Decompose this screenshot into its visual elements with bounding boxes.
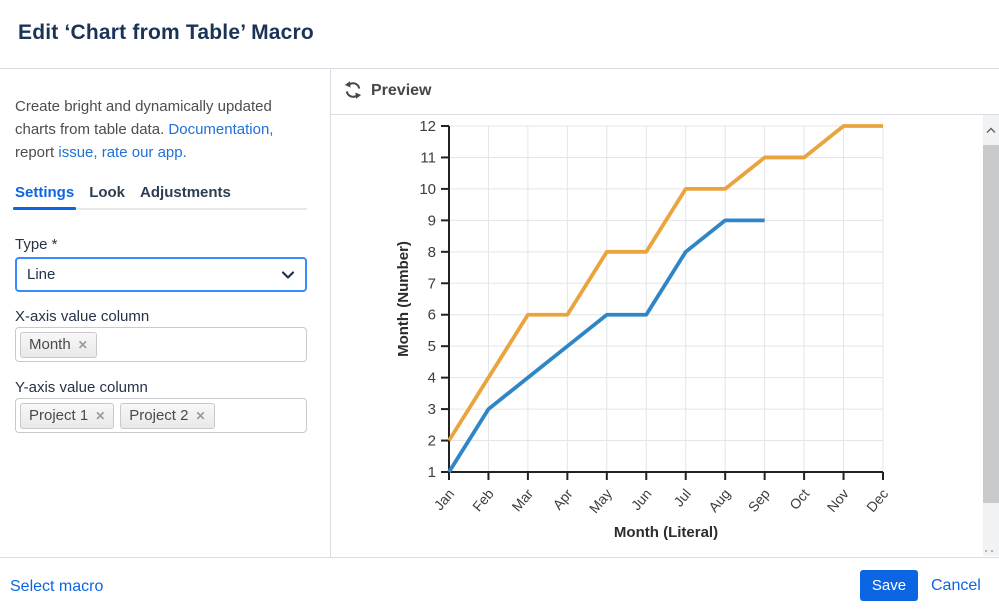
x-axis-input[interactable]: Month ✕ <box>15 327 307 362</box>
panel-divider <box>330 69 331 557</box>
x-tick-label: Aug <box>705 486 733 515</box>
y-tick-label: 12 <box>419 118 436 135</box>
description-text: report <box>15 144 59 161</box>
description-text: Create bright and dynamically updated ch… <box>15 98 272 138</box>
x-tick-label: Oct <box>786 486 812 513</box>
tag-label: Month <box>29 336 71 353</box>
type-select[interactable]: Line <box>15 257 307 292</box>
preview-divider <box>331 114 999 115</box>
tab-adjustments[interactable]: Adjustments <box>140 184 231 201</box>
y-tick-label: 11 <box>420 149 436 166</box>
tab-bar: Settings Look Adjustments <box>12 184 307 210</box>
refresh-icon[interactable] <box>343 80 363 105</box>
tab-settings[interactable]: Settings <box>12 184 77 210</box>
x-tick-label: Sep <box>745 485 773 515</box>
scrollbar-thumb[interactable] <box>983 145 999 503</box>
x-tick-label: Feb <box>469 485 497 514</box>
tag-project-2: Project 2 ✕ <box>120 402 215 429</box>
y-tick-label: 8 <box>428 244 436 261</box>
y-tick-label: 1 <box>428 464 436 481</box>
x-tick-label: Apr <box>549 485 575 512</box>
x-tick-label: Nov <box>824 486 852 515</box>
tag-remove-icon[interactable]: ✕ <box>195 408 206 423</box>
y-tick-label: 4 <box>428 370 436 387</box>
y-tick-label: 7 <box>428 275 436 292</box>
tag-label: Project 1 <box>29 407 89 424</box>
description-link[interactable]: issue, <box>58 144 98 161</box>
tag-label: Project 2 <box>129 407 189 424</box>
type-label: Type * <box>15 236 58 253</box>
y-axis-label: Y-axis value column <box>15 379 148 396</box>
resize-grip[interactable] <box>985 549 995 553</box>
chevron-down-icon <box>280 267 296 283</box>
x-axis-label: X-axis value column <box>15 308 150 325</box>
y-tick-label: 3 <box>428 401 436 418</box>
x-tick-label: Jun <box>628 486 655 514</box>
y-tick-label: 2 <box>428 433 436 450</box>
x-tick-label: Jan <box>431 486 458 514</box>
y-axis-input[interactable]: Project 1 ✕ Project 2 ✕ <box>15 398 307 433</box>
type-select-value: Line <box>27 266 56 283</box>
x-axis-title: Month (Literal) <box>614 524 718 541</box>
y-axis-title: Month (Number) <box>395 241 412 357</box>
x-tick-label: Mar <box>508 485 536 514</box>
tag-remove-icon[interactable]: ✕ <box>77 337 88 352</box>
preview-title: Preview <box>371 82 432 99</box>
header-divider <box>0 68 999 69</box>
cancel-link[interactable]: Cancel <box>931 577 981 594</box>
description-link[interactable]: Documentation, <box>168 121 274 138</box>
footer-divider <box>0 557 999 558</box>
y-tick-label: 9 <box>428 212 436 229</box>
description-link[interactable]: rate our app. <box>101 144 187 161</box>
tag-month: Month ✕ <box>20 331 97 358</box>
tab-look[interactable]: Look <box>89 184 126 201</box>
dialog-title: Edit ‘Chart from Table’ Macro <box>18 21 314 44</box>
x-tick-label: Jul <box>670 486 694 510</box>
series-line-project-1 <box>447 218 765 474</box>
save-button[interactable]: Save <box>860 570 918 601</box>
scrollbar-up-arrow[interactable] <box>986 121 996 139</box>
description: Create bright and dynamically updated ch… <box>15 95 315 164</box>
tag-project-1: Project 1 ✕ <box>20 402 115 429</box>
y-tick-label: 5 <box>428 338 436 355</box>
x-tick-label: Dec <box>863 486 891 515</box>
y-tick-label: 10 <box>419 181 436 198</box>
series-line-project-2 <box>447 124 883 442</box>
tag-remove-icon[interactable]: ✕ <box>95 408 106 423</box>
select-macro-link[interactable]: Select macro <box>10 578 104 595</box>
x-tick-label: May <box>586 486 615 517</box>
y-tick-label: 6 <box>428 307 436 324</box>
